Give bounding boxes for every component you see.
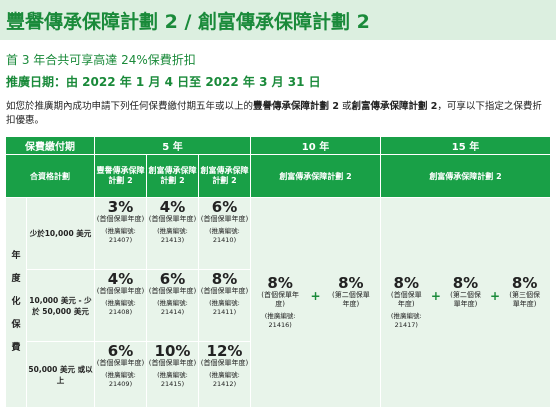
discount-unit: (第二個保單年度) bbox=[331, 291, 370, 308]
promo-code: (推廣編號: 21409) bbox=[105, 371, 136, 388]
promo-code: (推廣編號: 21412) bbox=[209, 371, 240, 388]
discount-unit: (第三個保單年度) bbox=[509, 291, 541, 308]
header-5-year: 5 年 bbox=[94, 136, 251, 155]
side-label-annualized-premium: 年度化保費 bbox=[5, 197, 27, 408]
promo-code: (推廣編號: 21413) bbox=[157, 227, 188, 244]
side-label-text: 年度化保費 bbox=[11, 251, 21, 353]
discount-cell: 10% (首個保單年度) (推廣編號: 21415) bbox=[146, 341, 199, 408]
promo-code: (推廣編號: 21408) bbox=[105, 299, 136, 316]
promo-code: (推廣編號: 21415) bbox=[157, 371, 188, 388]
discount-pct: 8% bbox=[267, 274, 293, 292]
discount-pct: 3% bbox=[107, 198, 134, 216]
promo-code: (推廣編號: 21416) bbox=[264, 312, 296, 329]
discount-cell: 6% (首個保單年度) (推廣編號: 21409) bbox=[94, 341, 147, 408]
promo-code: (推廣編號: 21417) bbox=[390, 312, 422, 329]
header-10-year: 10 年 bbox=[250, 136, 381, 155]
row-label: 少於10,000 美元 bbox=[26, 197, 95, 270]
discount-pct: 8% bbox=[393, 274, 420, 292]
intro-paragraph: 如您於推廣期內成功申請下列任何保費繳付期五年或以上的豐譽傳承保障計劃 2 或創富… bbox=[6, 100, 546, 128]
discount-pct: 6% bbox=[211, 198, 238, 216]
discount-pct: 6% bbox=[159, 270, 186, 288]
discount-pct: 8% bbox=[338, 274, 364, 292]
discount-cell: 8% (首個保單年度) (推廣編號: 21411) bbox=[198, 269, 251, 342]
ten-year-cell: 8% (首個保單年度) (推廣編號: 21416) + 8% (第二個保單年度) bbox=[250, 197, 381, 408]
discount-unit: (第二個保單年度) bbox=[450, 291, 481, 308]
discount-unit: (首個保單年度) bbox=[390, 291, 422, 308]
discount-pct: 12% bbox=[206, 342, 243, 360]
discount-unit: (首個保單年度) bbox=[96, 287, 145, 295]
discount-pct: 6% bbox=[107, 342, 134, 360]
discount-cell: 12% (首個保單年度) (推廣編號: 21412) bbox=[198, 341, 251, 408]
header-plan-15yr: 創富傳承保障計劃 2 bbox=[380, 154, 551, 198]
promo-period: 推廣日期：由 2022 年 1 月 4 日至 2022 年 3 月 31 日 bbox=[6, 75, 321, 89]
row-label: 10,000 美元 - 少於 50,000 美元 bbox=[26, 269, 95, 342]
promo-code: (推廣編號: 21410) bbox=[209, 227, 240, 244]
intro-text: 如您於推廣期內成功申請下列任何保費繳付期五年或以上的 bbox=[6, 101, 254, 112]
plus-icon: + bbox=[490, 289, 501, 303]
discount-unit: (首個保單年度) bbox=[200, 287, 249, 295]
header-plan-chuangfu-5: 創富傳承保障計劃 2 bbox=[198, 154, 251, 198]
promo-code: (推廣編號: 21407) bbox=[105, 227, 136, 244]
header-15-year: 15 年 bbox=[380, 136, 551, 155]
promo-code: (推廣編號: 21414) bbox=[157, 299, 188, 316]
intro-or: 或 bbox=[338, 101, 352, 112]
discount-headline: 首 3 年合共可享高達 24%保費折扣 bbox=[6, 53, 196, 67]
plus-icon: + bbox=[310, 289, 321, 303]
fifteen-year-cell: 8% (首個保單年度) (推廣編號: 21417) + 8% (第二個保單年度) + … bbox=[380, 197, 551, 408]
discount-unit: (首個保單年度) bbox=[261, 291, 300, 308]
title-banner: 豐譽傳承保障計劃 2 / 創富傳承保障計劃 2 bbox=[0, 0, 556, 40]
discount-cell: 6% (首個保單年度) (推廣編號: 21410) bbox=[198, 197, 251, 270]
header-plan-chuangfu: 創富傳承保障計劃 2 bbox=[146, 154, 199, 198]
header-plan-fengyu: 豐譽傳承保障計劃 2 bbox=[94, 154, 147, 198]
discount-pct: 10% bbox=[154, 342, 191, 360]
header-plan-10yr: 創富傳承保障計劃 2 bbox=[250, 154, 381, 198]
discount-cell: 4% (首個保單年度) (推廣編號: 21413) bbox=[146, 197, 199, 270]
intro-plan-chuangfu: 創富傳承保障計劃 2 bbox=[351, 101, 438, 112]
discount-table: 保費繳付期 5 年 10 年 15 年 合資格計劃 豐譽傳承保障計劃 2 創富傳… bbox=[5, 136, 551, 408]
discount-unit: (首個保單年度) bbox=[96, 215, 145, 223]
discount-cell: 6% (首個保單年度) (推廣編號: 21414) bbox=[146, 269, 199, 342]
discount-unit: (首個保單年度) bbox=[148, 215, 197, 223]
plus-icon: + bbox=[430, 289, 441, 303]
discount-unit: (首個保單年度) bbox=[96, 359, 145, 367]
page-title: 豐譽傳承保障計劃 2 / 創富傳承保障計劃 2 bbox=[6, 11, 370, 33]
discount-pct: 8% bbox=[511, 274, 538, 292]
discount-unit: (首個保單年度) bbox=[148, 359, 197, 367]
row-label: 50,000 美元 或以上 bbox=[26, 341, 95, 408]
intro-plan-fengyu: 豐譽傳承保障計劃 2 bbox=[253, 101, 339, 112]
header-eligible-plan: 合資格計劃 bbox=[5, 154, 95, 198]
header-premium-term: 保費繳付期 bbox=[5, 136, 95, 155]
discount-pct: 8% bbox=[211, 270, 238, 288]
intro-text-end: ，可享以下指定之保費折扣優惠。 bbox=[6, 101, 542, 126]
discount-unit: (首個保單年度) bbox=[200, 215, 249, 223]
discount-pct: 4% bbox=[159, 198, 186, 216]
promo-code: (推廣編號: 21411) bbox=[209, 299, 240, 316]
discount-unit: (首個保單年度) bbox=[148, 287, 197, 295]
discount-cell: 4% (首個保單年度) (推廣編號: 21408) bbox=[94, 269, 147, 342]
discount-pct: 4% bbox=[107, 270, 134, 288]
discount-pct: 8% bbox=[452, 274, 479, 292]
discount-cell: 3% (首個保單年度) (推廣編號: 21407) bbox=[94, 197, 147, 270]
discount-unit: (首個保單年度) bbox=[200, 359, 249, 367]
